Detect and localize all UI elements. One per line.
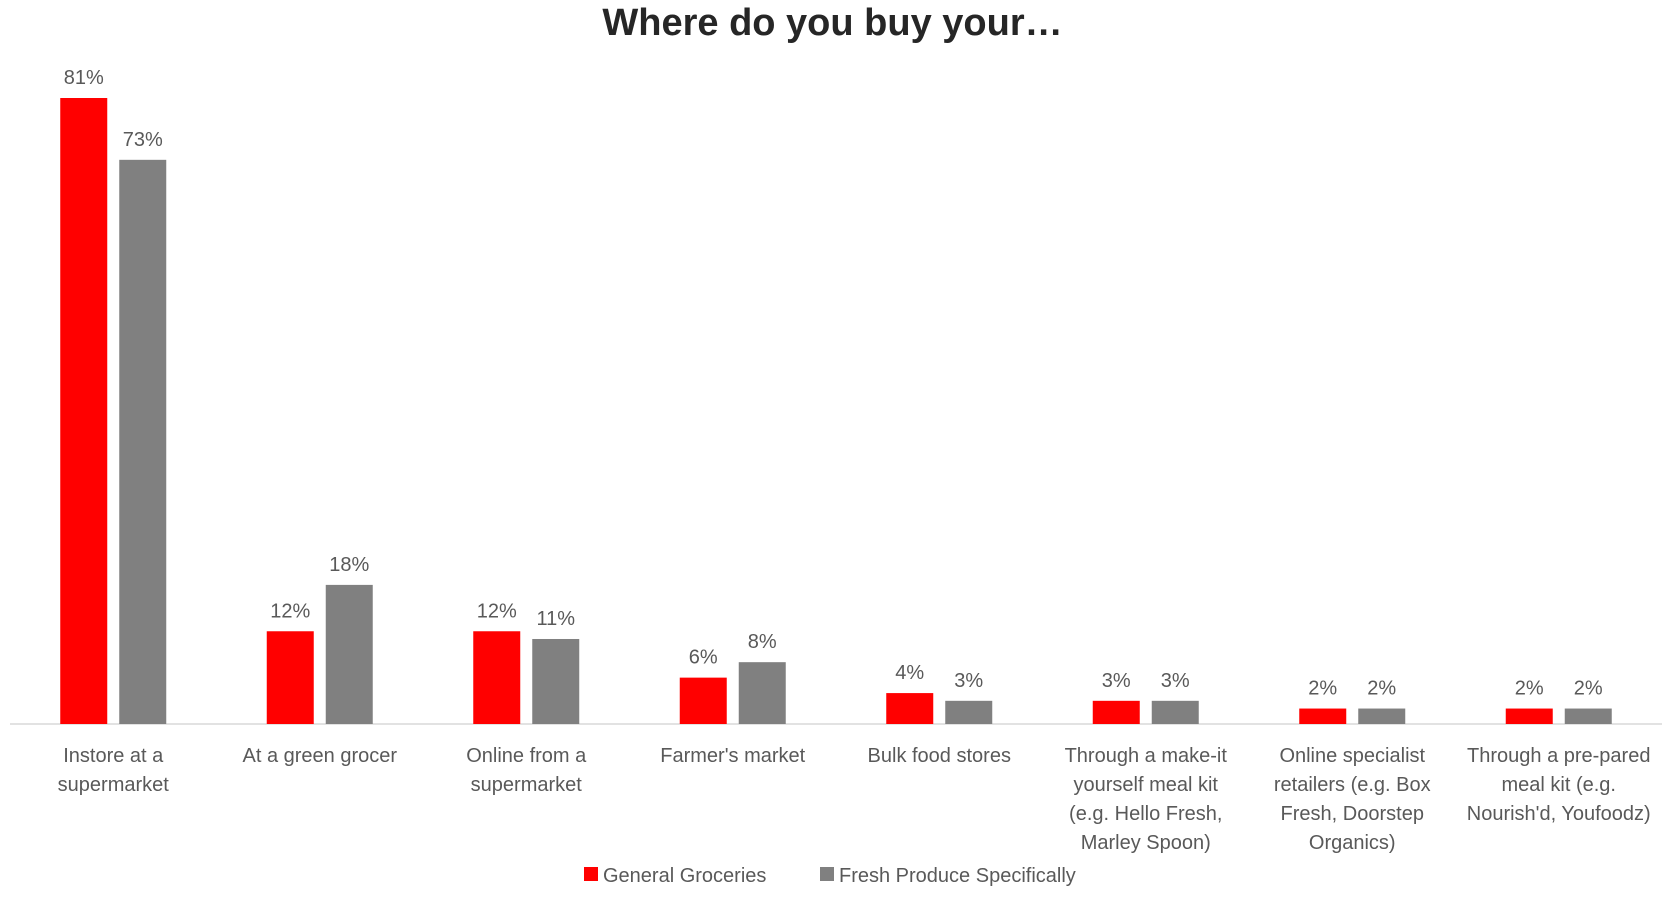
data-label: 81% <box>64 67 104 89</box>
data-label: 6% <box>689 647 718 669</box>
data-label: 2% <box>1308 678 1337 700</box>
chart-title: Where do you buy your… <box>602 2 1063 44</box>
category-label-7: Through a pre-pared meal kit (e.g. Nourish… <box>1467 745 1651 825</box>
bar-fresh-produce-0 <box>119 159 167 725</box>
category-label-line: supermarket <box>471 774 583 796</box>
legend-label-0: General Groceries <box>603 865 766 887</box>
category-label-line: Through a pre-pared <box>1467 745 1650 767</box>
data-label: 11% <box>536 608 575 630</box>
bar-fresh-produce-2 <box>532 638 580 724</box>
data-label: 4% <box>895 662 924 684</box>
category-label-line: supermarket <box>58 774 170 796</box>
category-label-line: At a green grocer <box>242 745 397 767</box>
data-label: 2% <box>1515 678 1544 700</box>
bar-general-groceries-2 <box>473 631 521 724</box>
category-label-2: Online from a supermarket <box>466 745 587 796</box>
category-label-line: Bulk food stores <box>868 745 1011 767</box>
category-label-line: Marley Spoon) <box>1081 832 1211 854</box>
bar-general-groceries-6 <box>1299 708 1347 724</box>
bar-fresh-produce-3 <box>738 662 786 724</box>
category-label-6: Online specialist retailers (e.g. Box Fres… <box>1274 745 1431 854</box>
bar-general-groceries-4 <box>886 693 934 724</box>
bar-fresh-produce-5 <box>1151 700 1199 724</box>
data-label: 73% <box>123 129 163 151</box>
data-label: 12% <box>270 600 310 622</box>
bar-general-groceries-1 <box>266 631 314 724</box>
data-label: 8% <box>748 631 777 653</box>
legend-swatch-1 <box>820 867 834 881</box>
category-label-1: At a green grocer <box>242 745 397 767</box>
bars-group <box>60 98 1612 725</box>
data-label: 18% <box>329 554 369 576</box>
category-label-line: Fresh, Doorstep <box>1281 803 1424 825</box>
bar-fresh-produce-1 <box>325 584 373 724</box>
category-label-line: retailers (e.g. Box <box>1274 774 1431 796</box>
bar-general-groceries-5 <box>1092 700 1140 724</box>
category-label-line: Organics) <box>1309 832 1396 854</box>
data-label: 12% <box>477 600 517 622</box>
category-label-line: Through a make-it <box>1065 745 1228 767</box>
category-label-3: Farmer's market <box>660 745 805 767</box>
data-labels-group: 81% 73% 12% 18% 12% 11% 6% 8% 4% 3% 3% 3% 2% 2% 2% 2% <box>64 67 1603 700</box>
category-label-line: Nourish'd, Youfoodz) <box>1467 803 1651 825</box>
category-label-line: Online from a <box>466 745 587 767</box>
category-label-5: Through a make-it yourself meal kit (e.g. … <box>1065 745 1228 854</box>
category-label-line: Farmer's market <box>660 745 805 767</box>
bar-general-groceries-7 <box>1505 708 1553 724</box>
bar-fresh-produce-4 <box>945 700 993 724</box>
legend: General Groceries Fresh Produce Specifica… <box>584 865 1076 887</box>
data-label: 3% <box>954 670 983 692</box>
category-label-4: Bulk food stores <box>868 745 1011 767</box>
bar-fresh-produce-6 <box>1358 708 1406 724</box>
category-label-line: meal kit (e.g. <box>1502 774 1616 796</box>
data-label: 3% <box>1102 670 1131 692</box>
category-label-line: Online specialist <box>1279 745 1425 767</box>
category-label-line: yourself meal kit <box>1074 774 1219 796</box>
legend-swatch-0 <box>584 867 598 881</box>
category-labels-group: Instore at a supermarket At a green grocer… <box>58 745 1651 854</box>
data-label: 2% <box>1574 678 1603 700</box>
bar-general-groceries-3 <box>679 677 727 724</box>
data-label: 3% <box>1161 670 1190 692</box>
data-label: 2% <box>1367 678 1396 700</box>
bar-general-groceries-0 <box>60 98 108 724</box>
bar-fresh-produce-7 <box>1564 708 1612 724</box>
category-label-0: Instore at a supermarket <box>58 745 170 796</box>
category-label-line: (e.g. Hello Fresh, <box>1069 803 1222 825</box>
category-label-line: Instore at a <box>63 745 164 767</box>
legend-label-1: Fresh Produce Specifically <box>839 865 1076 887</box>
